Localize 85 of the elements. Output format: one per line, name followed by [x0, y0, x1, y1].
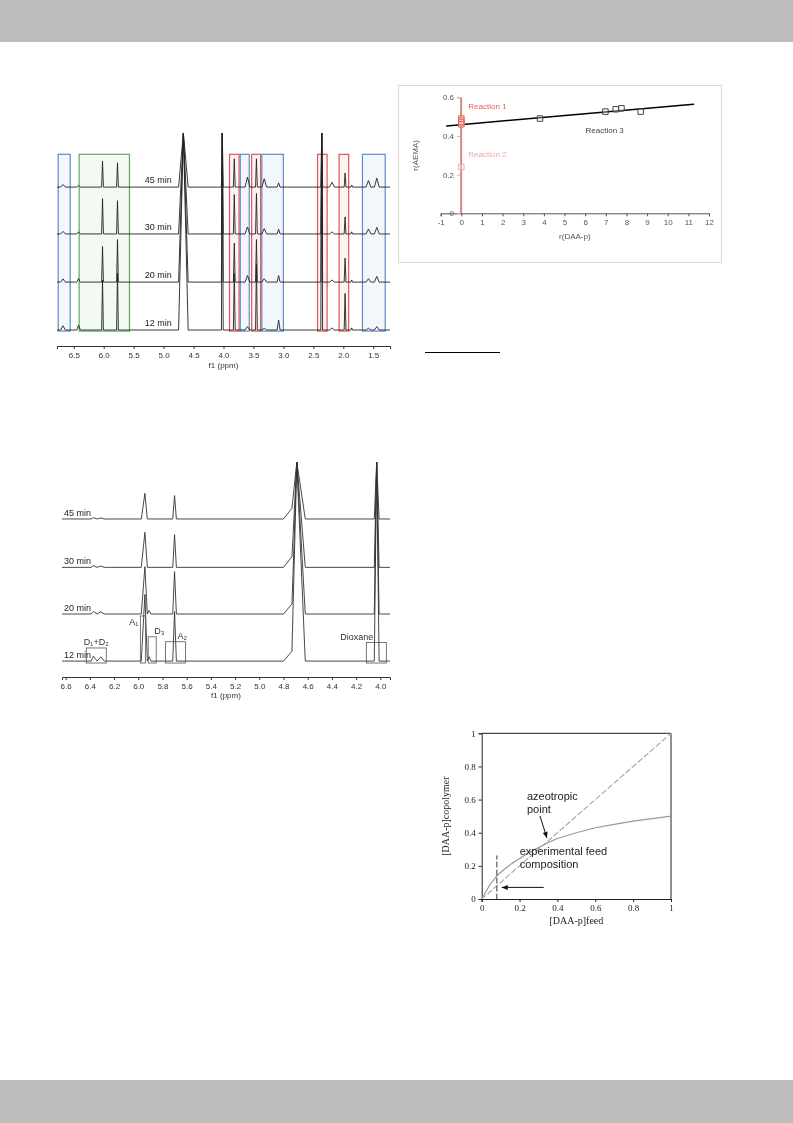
- x-tick-label: 4.8: [278, 681, 291, 691]
- annotation: D₁+D₂: [83, 636, 110, 647]
- y-tick-label: 0.6: [464, 794, 477, 805]
- x-tick-label: 3.0: [278, 350, 290, 360]
- series-label: Reaction 3: [585, 125, 625, 135]
- annotation: azeotropic point: [526, 790, 579, 815]
- point: [612, 106, 619, 113]
- x-tick-label: 2.5: [308, 350, 320, 360]
- x-tick-label: 0.8: [628, 903, 640, 914]
- annotation: Dioxane: [340, 631, 374, 642]
- series-label: Reaction 1: [468, 101, 508, 111]
- x-tick-label: 6.0: [98, 350, 111, 360]
- x-tick-label: 6.6: [60, 681, 73, 691]
- x-tick-label: 0.6: [590, 903, 602, 914]
- x-tick-label: 6.0: [133, 681, 145, 691]
- x-tick-label: 3: [521, 217, 527, 227]
- x-tick-label: 6.2: [108, 681, 121, 691]
- point: [637, 108, 644, 115]
- x-tick-label: 5.6: [181, 681, 194, 691]
- series-label: 45 min: [64, 507, 92, 518]
- x-tick-label: 3.5: [248, 350, 261, 360]
- x-tick-label: 0: [479, 903, 485, 914]
- x-tick-label: 0.4: [552, 903, 565, 914]
- point: [536, 115, 544, 122]
- y-tick-label: 0: [449, 209, 455, 219]
- x-tick-label: -1: [437, 217, 446, 227]
- x-tick-label: 5: [562, 217, 568, 227]
- x-tick-label: 4.5: [188, 350, 201, 360]
- x-axis-title: f1 (ppm): [208, 361, 239, 370]
- x-tick-label: 4.0: [218, 350, 231, 360]
- x-tick-label: 0.2: [514, 903, 526, 914]
- x-tick-label: 4.6: [302, 681, 315, 691]
- x-tick-label: 8: [624, 217, 630, 227]
- x-tick-label: 6.5: [68, 350, 81, 360]
- series-label: 30 min: [64, 556, 92, 567]
- x-tick-label: 10: [663, 217, 674, 227]
- y-axis-title: r(AEMA): [411, 139, 420, 171]
- x-tick-label: 4.2: [351, 681, 363, 691]
- series-label: 45 min: [144, 175, 172, 186]
- x-tick-label: 7: [604, 217, 610, 227]
- y-axis-title: [DAA-p]copolymer: [440, 775, 451, 856]
- x-tick-label: 5.0: [254, 681, 266, 691]
- annotation: D₃: [154, 625, 165, 636]
- y-tick-label: 0.6: [442, 93, 455, 103]
- x-axis-title: f1 (ppm): [211, 691, 242, 700]
- y-tick-label: 0.2: [442, 170, 455, 180]
- x-tick-label: 4.0: [375, 681, 387, 691]
- y-tick-label: 0.2: [464, 861, 476, 872]
- series-label: Reaction 2: [468, 149, 508, 159]
- y-tick-label: 0.8: [464, 761, 477, 772]
- x-tick-label: 2: [500, 217, 506, 227]
- line-series: [481, 815, 671, 899]
- x-tick-label: 5.0: [158, 350, 171, 360]
- y-tick-label: 0: [471, 894, 477, 905]
- x-tick-label: 5.4: [205, 681, 218, 691]
- point: [602, 108, 609, 115]
- x-tick-label: 2.0: [338, 350, 350, 360]
- series-label: 20 min: [144, 270, 172, 281]
- x-tick-label: 1.5: [368, 350, 380, 360]
- x-tick-label: 1: [669, 903, 674, 914]
- point: [618, 105, 625, 112]
- x-tick-label: 6: [583, 217, 589, 227]
- annotation: A₂: [177, 630, 188, 641]
- x-tick-label: 4: [542, 217, 548, 227]
- annotation: experimental feed composition: [519, 845, 608, 871]
- x-tick-label: 4.4: [326, 681, 339, 691]
- x-tick-label: 12: [705, 217, 715, 227]
- series-label: 20 min: [64, 603, 92, 614]
- y-tick-label: 1: [471, 728, 476, 739]
- y-tick-label: 0.4: [464, 828, 477, 839]
- series-label: 12 min: [144, 318, 172, 329]
- y-tick-label: 0.4: [442, 132, 455, 142]
- point: [458, 163, 465, 171]
- x-tick-label: 1: [480, 217, 486, 227]
- x-axis-title: r(DAA-p): [559, 232, 591, 241]
- series-label: 30 min: [144, 221, 172, 232]
- annotation: A₁: [129, 616, 139, 627]
- x-tick-label: 5.8: [157, 681, 170, 691]
- x-tick-label: 6.4: [84, 681, 97, 691]
- x-axis-title: [DAA-p]feed: [549, 915, 604, 926]
- x-tick-label: 5.5: [128, 350, 141, 360]
- x-tick-label: 11: [684, 217, 694, 227]
- x-tick-label: 9: [645, 217, 651, 227]
- x-tick-label: 5.2: [230, 681, 242, 691]
- series-label: 12 min: [64, 650, 92, 661]
